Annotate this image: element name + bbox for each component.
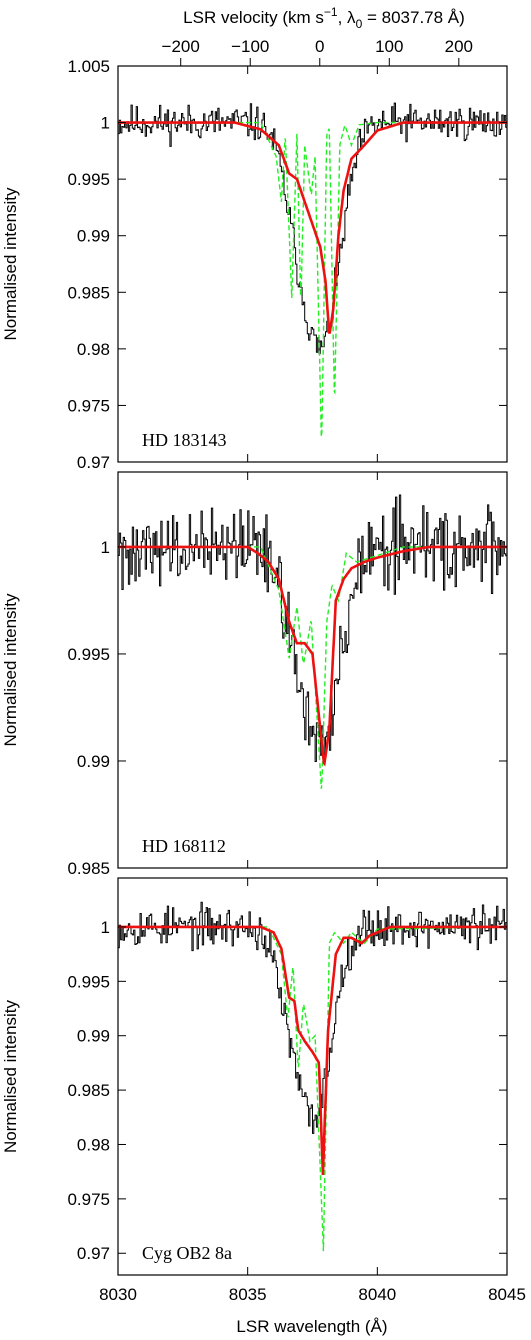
top-axis-title: LSR velocity (km s−1, λ0 = 8037.78 Å): [183, 5, 465, 31]
panel-hd-168112: 0.985 0.99 0.995 1 HD 168112 Normalised inten…: [1, 471, 508, 878]
top-tick-label: 100: [375, 37, 403, 56]
model-dashed-line: [118, 546, 507, 789]
y-tick-label: 0.98: [77, 1135, 110, 1154]
y-tick-label: 0.985: [67, 859, 110, 878]
model-dashed-line: [118, 926, 507, 1252]
y-tick-label: 1: [101, 918, 110, 937]
y-tick-label: 1: [101, 114, 110, 133]
panel-hd-183143: 0.97 0.975 0.98 0.985 0.99 0.995 1 1.005 HD 1831…: [1, 57, 508, 472]
y-tick-label: 0.985: [67, 283, 110, 302]
top-tick-label: 0: [315, 37, 324, 56]
y-tick-label: 1: [101, 538, 110, 557]
y-tick-label: 0.975: [67, 1190, 110, 1209]
model-fit-line: [118, 925, 507, 1175]
y-tick-label: 0.995: [67, 645, 110, 664]
panel-frame: [117, 65, 508, 463]
observed-spectrum: [118, 102, 507, 355]
y-tick-label: 0.98: [77, 340, 110, 359]
y-tick-label: 0.975: [67, 396, 110, 415]
y-axis-title: Normalised intensity: [1, 999, 20, 1153]
y-axis-title: Normalised intensity: [1, 187, 20, 341]
top-tick-label: 200: [445, 37, 473, 56]
x-axis-title: LSR wavelength (Å): [236, 1317, 387, 1336]
y-tick-label: 0.99: [77, 227, 110, 246]
panel-frame: [117, 877, 508, 1276]
x-tick-label: 8045: [488, 1285, 526, 1304]
panel-frame: [117, 471, 508, 869]
observed-spectrum: [118, 494, 507, 762]
y-tick-label: 0.985: [67, 1081, 110, 1100]
panel-label: HD 168112: [142, 836, 226, 856]
model-fit-line: [118, 121, 507, 334]
y-tick-label: 0.97: [77, 453, 110, 472]
panel-label: Cyg OB2 8a: [142, 1243, 232, 1263]
y-tick-label: 0.99: [77, 752, 110, 771]
y-tick-label: 0.995: [67, 170, 110, 189]
top-velocity-axis: −200 −100 0 100 200: [162, 37, 473, 66]
x-tick-label: 8040: [358, 1285, 396, 1304]
x-tick-label: 8035: [229, 1285, 267, 1304]
top-tick-label: −200: [162, 37, 200, 56]
y-tick-label: 0.99: [77, 1027, 110, 1046]
model-dashed-line: [118, 121, 507, 437]
top-tick-label: −100: [231, 37, 269, 56]
model-fit-line: [118, 545, 507, 767]
panel-cyg-ob2-8a: 0.97 0.975 0.98 0.985 0.99 0.995 1 Cyg OB2 8a No…: [1, 877, 508, 1276]
observed-spectrum: [118, 901, 507, 1134]
y-tick-label: 1.005: [67, 57, 110, 76]
x-tick-label: 8030: [99, 1285, 137, 1304]
bottom-wavelength-axis: 8030 8035 8040 8045: [99, 1285, 526, 1304]
y-tick-label: 0.97: [77, 1244, 110, 1263]
panel-label: HD 183143: [142, 430, 227, 450]
y-tick-label: 0.995: [67, 972, 110, 991]
y-axis-title: Normalised intensity: [1, 593, 20, 747]
